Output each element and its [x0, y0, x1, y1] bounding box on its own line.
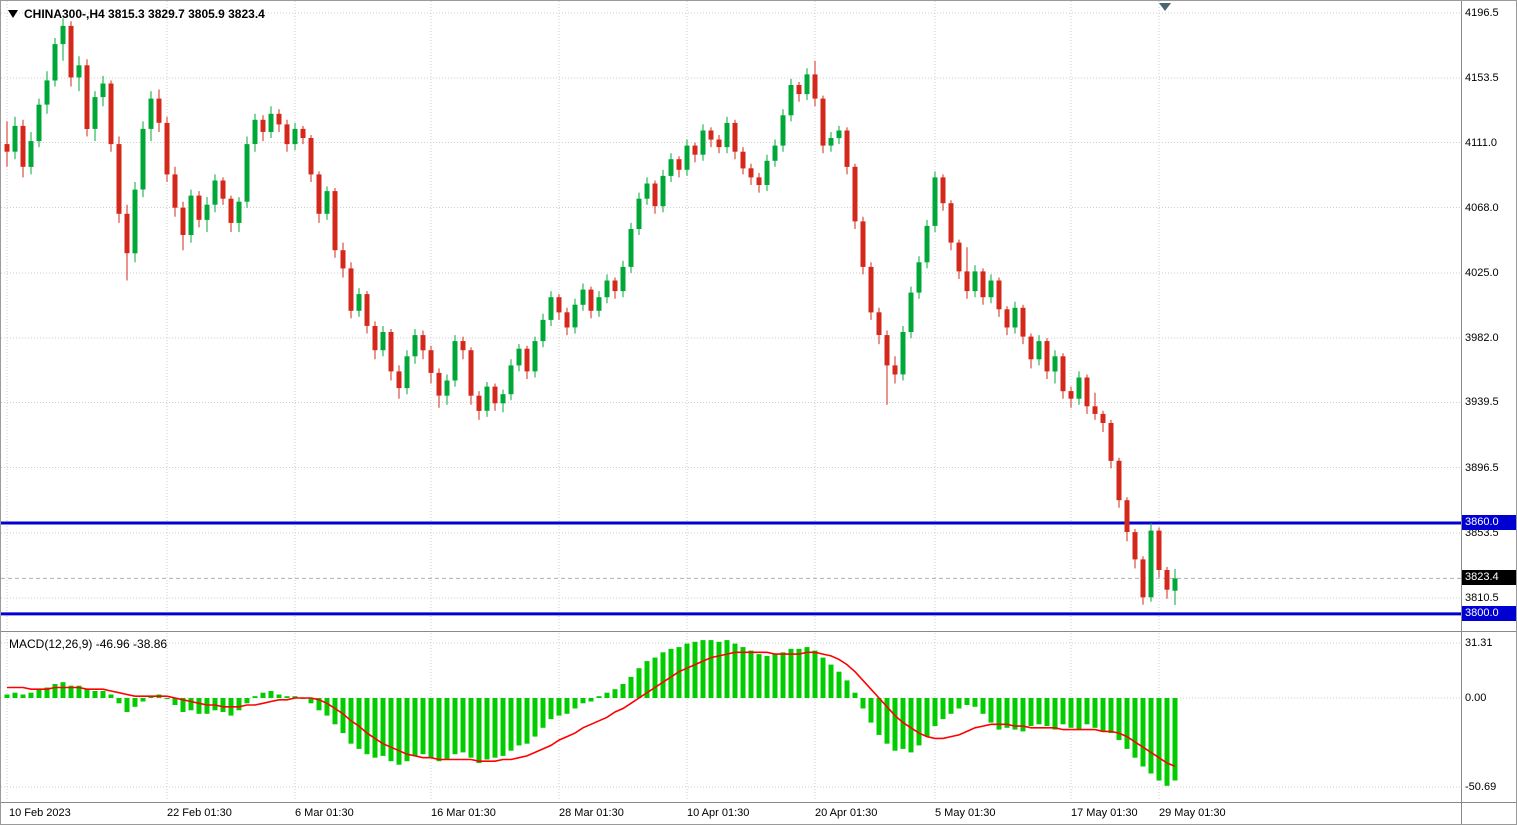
macd-histogram [4, 640, 1178, 786]
time-axis[interactable] [1, 803, 1461, 824]
chart-shift-marker[interactable] [1159, 3, 1171, 11]
vertical-gridlines [6, 1, 1160, 801]
candlestick-series [4, 18, 1178, 605]
horizontal-gridlines [1, 12, 1461, 788]
macd-signal-line [7, 651, 1176, 767]
price-axis[interactable] [1462, 1, 1516, 802]
